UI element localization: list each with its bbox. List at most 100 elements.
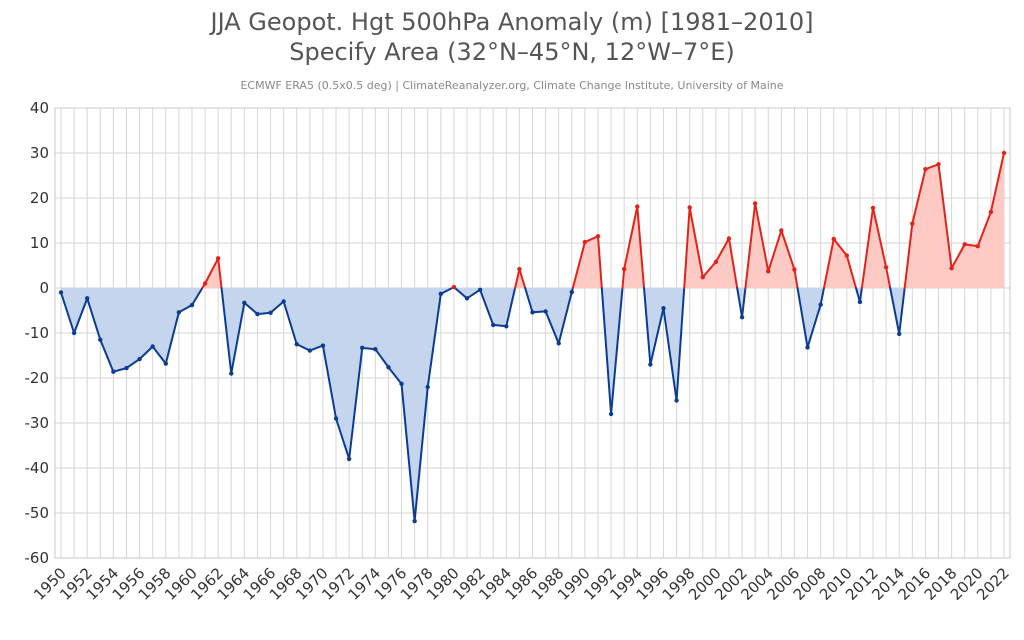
positive-anomaly-fill (991, 153, 1004, 288)
data-point (255, 312, 259, 316)
data-point (59, 290, 63, 294)
data-point (949, 266, 953, 270)
negative-anomaly-fill (126, 288, 139, 368)
negative-anomaly-fill (100, 288, 113, 372)
data-point (884, 265, 888, 269)
data-point (426, 385, 430, 389)
data-point (543, 309, 547, 313)
negative-anomaly-fill (349, 288, 362, 459)
data-point (347, 457, 351, 461)
data-point (897, 332, 901, 336)
negative-anomaly-fill (244, 288, 257, 314)
y-tick-label: -10 (25, 324, 50, 342)
data-point (517, 267, 521, 271)
data-point (674, 398, 678, 402)
y-tick-label: 0 (39, 279, 49, 297)
negative-anomaly-fill (113, 288, 126, 372)
data-point (753, 201, 757, 205)
negative-anomaly-fill (375, 288, 388, 367)
data-point (439, 292, 443, 296)
data-point (530, 310, 534, 314)
data-point (85, 296, 89, 300)
data-point (792, 267, 796, 271)
data-point (203, 281, 207, 285)
data-point (596, 234, 600, 238)
data-point (334, 416, 338, 420)
data-point (504, 324, 508, 328)
negative-anomaly-fill (362, 288, 375, 349)
negative-anomaly-fill (271, 288, 284, 313)
data-point (386, 365, 390, 369)
data-point (360, 346, 364, 350)
data-point (570, 290, 574, 294)
data-point (714, 260, 718, 264)
data-point (687, 205, 691, 209)
data-point (832, 237, 836, 241)
data-point (150, 344, 154, 348)
data-point (491, 323, 495, 327)
y-tick-label: -40 (25, 459, 50, 477)
data-point (740, 315, 744, 319)
data-point (72, 331, 76, 335)
data-point (779, 228, 783, 232)
data-point (321, 343, 325, 347)
data-point (583, 240, 587, 244)
data-point (805, 345, 809, 349)
y-tick-label: 10 (30, 234, 49, 252)
positive-anomaly-fill (912, 169, 925, 288)
data-point (936, 162, 940, 166)
data-point (177, 310, 181, 314)
data-point (465, 296, 469, 300)
data-point (242, 301, 246, 305)
axes: 403020100-10-20-30-40-50-601950195219541… (25, 99, 1013, 604)
data-point (308, 348, 312, 352)
data-point (845, 253, 849, 257)
negative-anomaly-fill (533, 288, 546, 312)
data-point (295, 342, 299, 346)
data-point (124, 366, 128, 370)
positive-anomaly-fill (965, 244, 978, 288)
data-point (989, 210, 993, 214)
negative-anomaly-fill (336, 288, 349, 459)
data-point (190, 303, 194, 307)
y-tick-label: -50 (25, 504, 50, 522)
y-tick-label: 20 (30, 189, 49, 207)
data-point (963, 242, 967, 246)
data-point (98, 338, 102, 342)
data-point (976, 244, 980, 248)
negative-anomaly-fill (153, 288, 166, 364)
data-point (1002, 151, 1006, 155)
data-point (399, 382, 403, 386)
data-point (478, 288, 482, 292)
data-point (609, 412, 613, 416)
data-point (871, 206, 875, 210)
data-point (281, 299, 285, 303)
data-point (635, 204, 639, 208)
data-point (556, 341, 560, 345)
data-point (452, 285, 456, 289)
data-point (622, 267, 626, 271)
grid-lines (55, 108, 1010, 558)
data-point (727, 236, 731, 240)
data-point (858, 300, 862, 304)
data-point (701, 275, 705, 279)
y-tick-label: -60 (25, 549, 50, 567)
negative-anomaly-fill (493, 288, 506, 326)
positive-anomaly-fill (925, 164, 938, 288)
data-point (137, 357, 141, 361)
data-point (818, 302, 822, 306)
negative-anomaly-fill (310, 288, 323, 351)
y-tick-label: 30 (30, 144, 49, 162)
data-point (923, 167, 927, 171)
y-tick-label: 40 (30, 99, 49, 117)
data-point (111, 370, 115, 374)
data-point (373, 347, 377, 351)
data-point (648, 362, 652, 366)
y-tick-label: -30 (25, 414, 50, 432)
data-point (216, 256, 220, 260)
y-tick-label: -20 (25, 369, 50, 387)
data-point (910, 221, 914, 225)
data-point (229, 371, 233, 375)
positive-anomaly-fill (978, 212, 991, 288)
